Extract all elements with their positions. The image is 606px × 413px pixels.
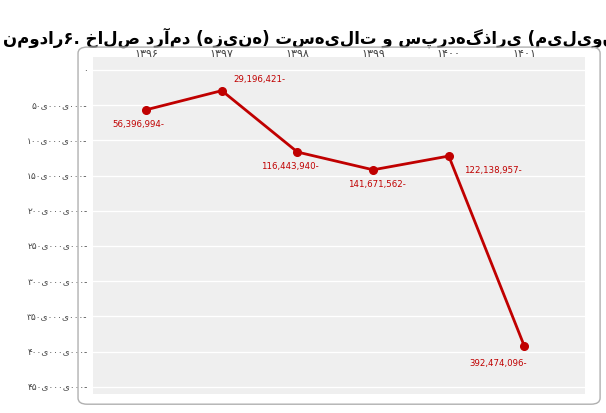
Text: 29,196,421-: 29,196,421- [233,75,285,83]
Title: نمودار۶. خالص درآمد (هزینه) تسهیلات و سپردهگذاری (میلیون ریال): نمودار۶. خالص درآمد (هزینه) تسهیلات و سپ… [3,27,606,48]
Text: ۱۴۰۰: ۱۴۰۰ [437,49,461,59]
Text: 122,138,957-: 122,138,957- [464,166,522,175]
Text: 392,474,096-: 392,474,096- [469,359,527,368]
Text: ۱۴۰۱: ۱۴۰۱ [513,49,536,59]
Text: ۱۳۹۹: ۱۳۹۹ [361,49,385,59]
Text: 56,396,994-: 56,396,994- [113,120,165,128]
Text: ۱۳۹۶: ۱۳۹۶ [134,49,158,59]
Text: 141,671,562-: 141,671,562- [348,180,406,189]
Text: ۱۳۹۷: ۱۳۹۷ [210,49,234,59]
Text: 116,443,940-: 116,443,940- [261,162,319,171]
Text: ۱۳۹۸: ۱۳۹۸ [285,49,310,59]
